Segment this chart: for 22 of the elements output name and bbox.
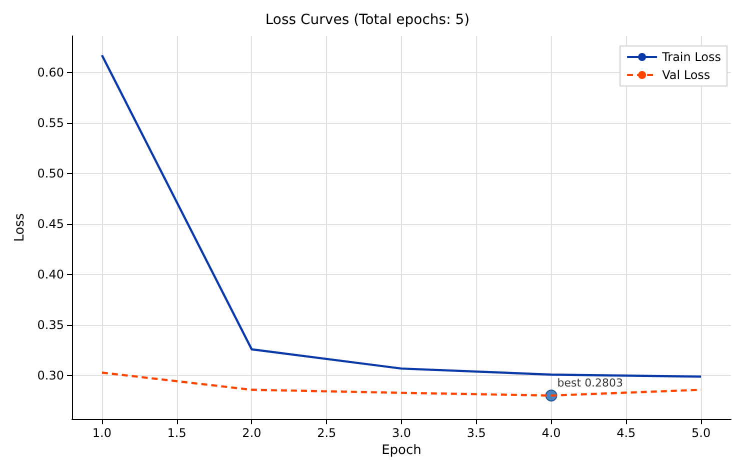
x-tick-label: 4.0 — [542, 426, 561, 440]
legend-label: Val Loss — [662, 68, 710, 82]
x-tick-label: 3.0 — [392, 426, 412, 440]
y-tick-label: 0.40 — [37, 268, 64, 282]
annotation: best 0.2803 — [557, 376, 624, 390]
y-tick-label: 0.60 — [37, 65, 64, 80]
chart-title: Loss Curves (Total epochs: 5) — [265, 12, 470, 28]
legend-label: Train Loss — [661, 50, 722, 64]
x-tick-label: 4.5 — [616, 426, 636, 440]
y-axis-title: Loss — [12, 213, 28, 242]
y-tick-label: 0.45 — [37, 217, 64, 232]
y-tick-label: 0.30 — [37, 368, 64, 383]
x-tick-label: 1.0 — [92, 426, 112, 440]
y-tick-label: 0.35 — [37, 318, 64, 332]
x-tick-label: 3.5 — [466, 426, 486, 440]
y-tick-label: 0.55 — [37, 116, 64, 130]
y-tick-label: 0.50 — [37, 166, 64, 180]
x-tick-label: 2.5 — [317, 426, 336, 440]
x-axis-title: Epoch — [382, 443, 422, 458]
x-tick-label: 2.0 — [242, 426, 262, 440]
x-tick-label: 1.5 — [167, 426, 186, 440]
x-tick-label: 5.0 — [692, 426, 711, 440]
